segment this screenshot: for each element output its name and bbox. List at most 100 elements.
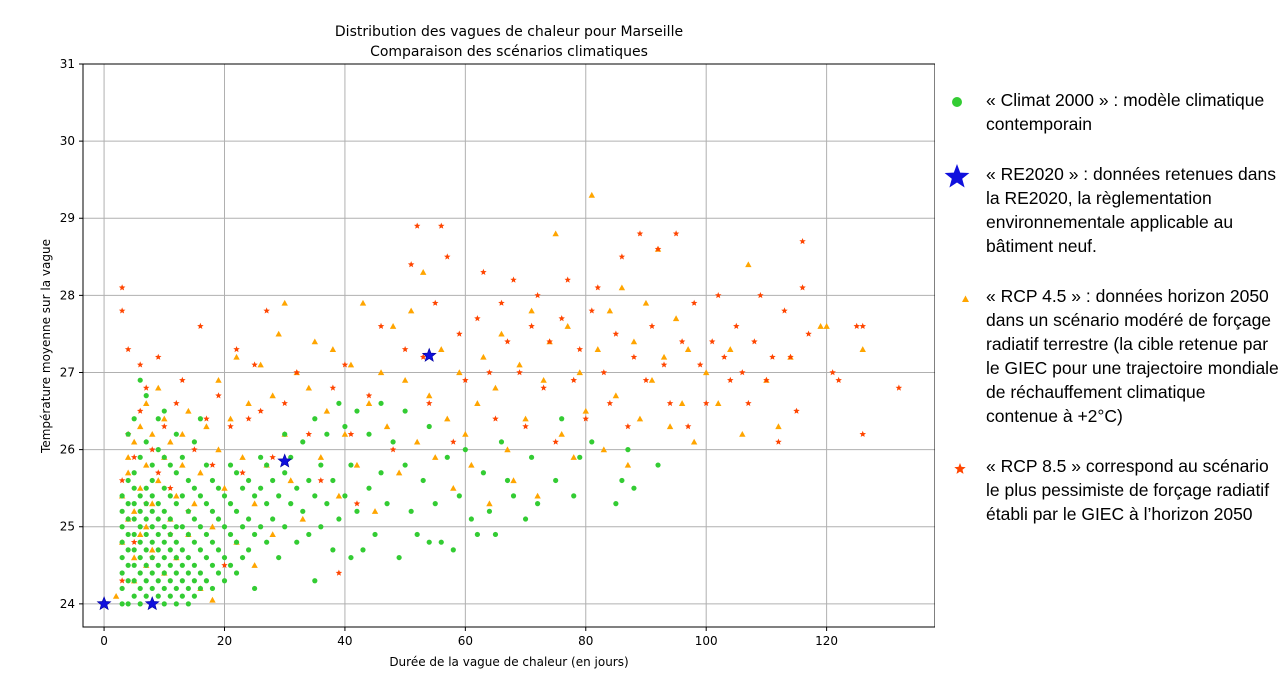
climat2000-point (402, 462, 408, 468)
climat2000-point (131, 485, 137, 491)
climat2000-point (155, 562, 161, 568)
rcp45-point (432, 454, 439, 460)
rcp85-point (462, 376, 469, 383)
climat2000-point (137, 601, 143, 607)
climat2000-point (161, 601, 167, 607)
rcp85-point (739, 369, 746, 376)
rcp45-point (317, 454, 325, 460)
rcp45-point (407, 307, 415, 314)
x-tick-label: 80 (578, 634, 593, 648)
rcp85-point (281, 399, 288, 407)
rcp85-point (715, 292, 722, 299)
rcp85-point (179, 376, 186, 383)
rcp85-point (805, 330, 812, 337)
rcp45-point (558, 430, 565, 437)
climat2000-point (318, 524, 324, 530)
climat2000-point (324, 501, 330, 507)
climat2000-point (276, 493, 282, 499)
rcp45-point (456, 369, 463, 376)
climat2000-point (631, 485, 637, 491)
rcp45-point (715, 400, 722, 406)
rcp45-point (570, 454, 577, 460)
rcp85-point (293, 369, 300, 376)
x-axis-label: Durée de la vague de chaleur (en jours) (389, 655, 628, 669)
rcp45-point (269, 392, 276, 399)
climat2000-point (245, 547, 252, 553)
climat2000-point (155, 593, 161, 599)
rcp85-point (317, 477, 325, 484)
rcp85-point (130, 538, 138, 545)
rcp85-point (606, 399, 614, 407)
legend-item-rcp45: « RCP 4.5 » : données horizon 2050 dans … (940, 284, 1280, 428)
climat2000-point (119, 493, 125, 499)
climat2000-point (535, 501, 541, 507)
climat2000-point (197, 585, 204, 592)
climat2000-point (619, 477, 625, 484)
rcp45-point (347, 361, 355, 368)
rcp85-point (474, 315, 481, 322)
climat2000-point (270, 477, 276, 484)
climat2000-point (173, 554, 179, 561)
rcp45-point (275, 330, 282, 337)
climat2000-point (143, 439, 149, 445)
climat2000-point (161, 539, 167, 545)
climat2000-point (131, 562, 137, 568)
rcp85-point (727, 376, 734, 383)
climat2000-point (390, 439, 396, 445)
legend-marker-circle (952, 97, 962, 107)
rcp85-point (612, 330, 620, 337)
legend-text-rcp85: « RCP 8.5 » correspond au scénario le pl… (986, 456, 1270, 524)
climat2000-point (173, 431, 179, 437)
rcp45-point (775, 423, 782, 430)
rcp85-point (227, 423, 234, 430)
climat2000-point (378, 470, 384, 476)
rcp45-point (143, 461, 150, 468)
rcp85-point (191, 446, 198, 453)
climat2000-point (131, 578, 137, 584)
rcp85-point (269, 453, 276, 461)
climat2000-point (179, 547, 185, 553)
rcp85-point (895, 384, 903, 391)
climat2000-point (312, 493, 318, 499)
climat2000-point (480, 470, 487, 476)
climat2000-point (414, 531, 420, 538)
climat2000-point (185, 570, 191, 576)
rcp45-point (552, 230, 559, 237)
climat2000-point (167, 462, 173, 468)
y-tick-label: 26 (60, 443, 75, 457)
rcp45-point (516, 361, 523, 368)
climat2000-point (233, 570, 240, 576)
rcp45-point (365, 400, 373, 406)
climat2000-point (197, 416, 204, 422)
rcp45-point (245, 400, 252, 406)
rcp45-point (239, 454, 246, 460)
rcp85-point (859, 430, 866, 437)
rcp45-point (173, 492, 180, 499)
climat2000-point (191, 562, 197, 568)
rcp85-point (733, 322, 740, 329)
climat2000-point (179, 524, 185, 530)
rcp85-point (233, 346, 240, 353)
rcp45-point (486, 500, 493, 507)
y-tick-label: 28 (60, 288, 75, 302)
climat2000-point (474, 531, 480, 538)
climat2000-point (342, 423, 348, 430)
climat2000-point (173, 524, 179, 530)
rcp85-point (353, 500, 361, 507)
climat2000-point (131, 501, 137, 507)
legend-marker-triangle (962, 295, 969, 302)
rcp45-point (474, 400, 481, 406)
climat2000-point (155, 531, 161, 538)
climat2000-point (191, 516, 197, 522)
climat2000-point (432, 501, 438, 507)
climat2000-point (252, 493, 258, 499)
climat2000-point (462, 447, 468, 453)
climat2000-point (360, 547, 366, 553)
legend-marker-star (954, 463, 966, 474)
y-tick-label: 25 (60, 520, 75, 534)
climat2000-point (143, 516, 149, 522)
climat2000-point (330, 547, 336, 553)
climat2000-point (354, 508, 360, 514)
rcp85-point (624, 423, 632, 430)
rcp45-point (269, 531, 276, 538)
